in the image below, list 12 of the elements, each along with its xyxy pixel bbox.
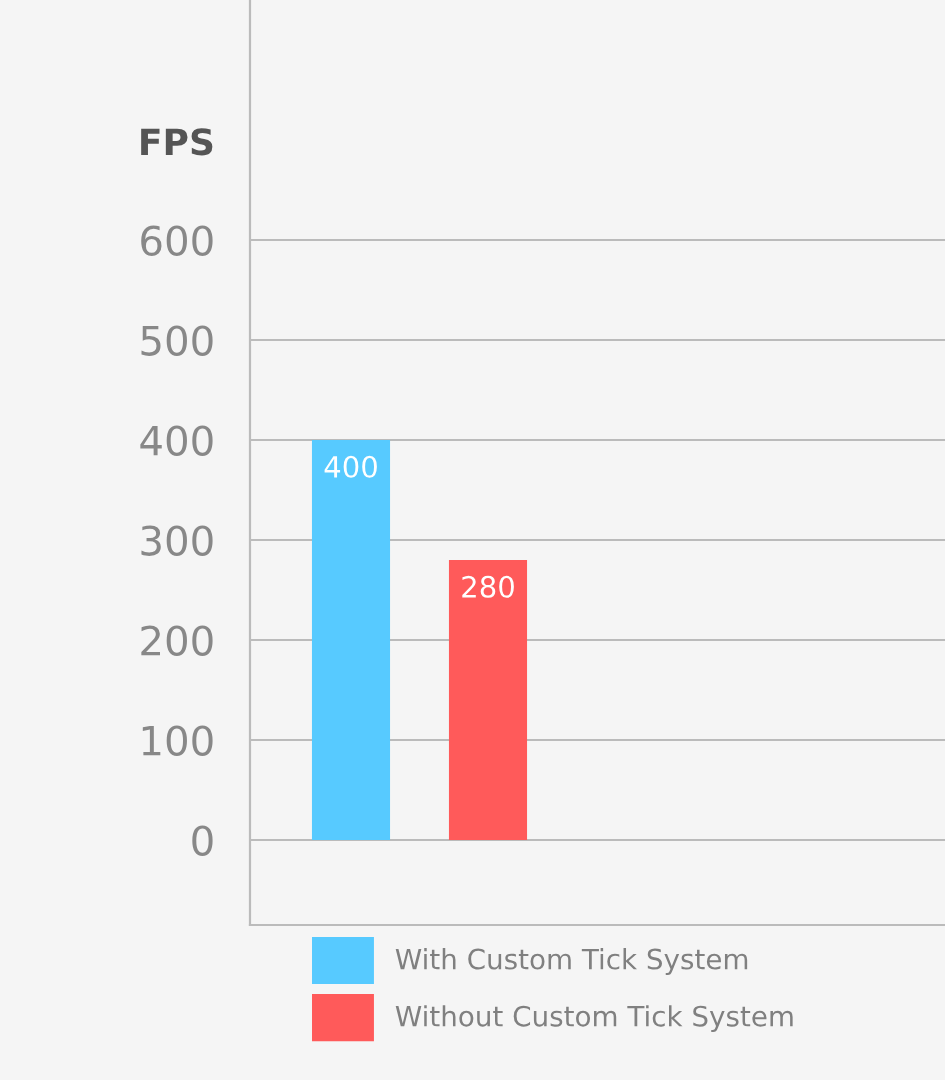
y-tick-label: 300: [141, 525, 213, 556]
y-tick-label: 0: [192, 825, 213, 856]
y-tick-label: 200: [141, 625, 213, 656]
y-tick-label: 400: [140, 425, 213, 456]
y-tick-label: 100: [142, 725, 213, 756]
data-label: 400: [324, 455, 377, 478]
legend-label: With Custom Tick System: [395, 948, 748, 975]
data-label: 280: [462, 575, 514, 598]
y-tick-label: 500: [141, 325, 213, 356]
legend-label: Without Custom Tick System: [395, 1005, 793, 1033]
y-tick-label: 600: [141, 225, 213, 256]
y-axis-title: FPS: [141, 128, 213, 156]
